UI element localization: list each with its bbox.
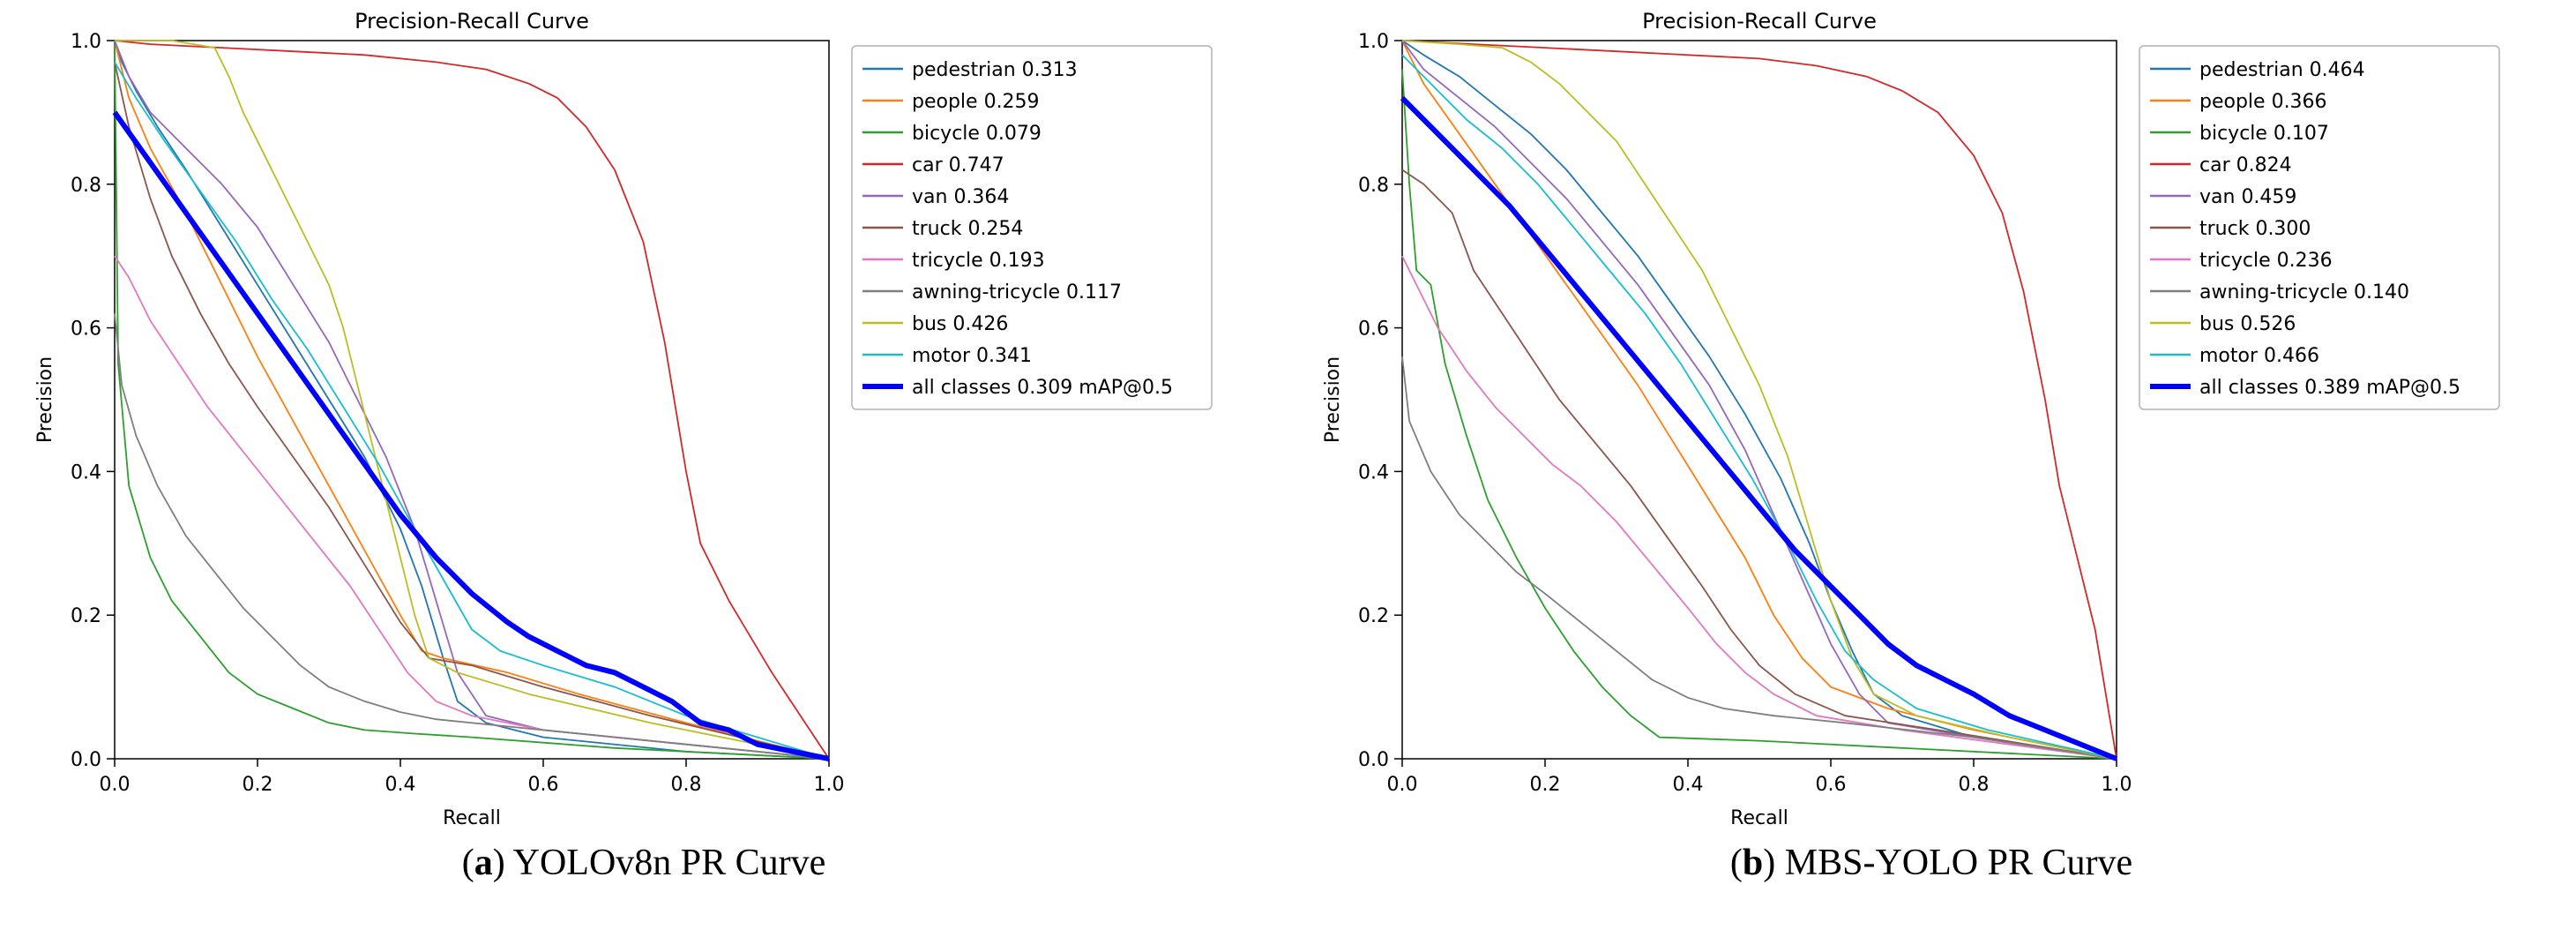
legend-label: awning-tricycle 0.117	[912, 281, 1122, 304]
legend-label: people 0.366	[2199, 91, 2327, 113]
legend-label: pedestrian 0.464	[2199, 59, 2365, 81]
series-line-people	[1401, 40, 2117, 760]
series-line-bicycle	[1401, 69, 2117, 760]
y-tick-label: 0.2	[1358, 605, 1389, 627]
caption-b-letter: b	[1742, 843, 1764, 883]
legend-label: car 0.747	[912, 154, 1004, 176]
pr-chart-yolov8n: 0.0 0.2 0.4 0.6 0.8 1.0 0.0 0.2 0.4 0.6 0.8 1.0 Prec…	[34, 9, 1213, 829]
x-tick-label: 0.2	[1530, 774, 1561, 796]
chart-title: Precision-Recall Curve	[1642, 9, 1877, 34]
y-tick-label: 0.4	[1358, 461, 1389, 483]
series-line-bus	[1401, 40, 2117, 760]
legend-label: truck 0.254	[912, 218, 1023, 240]
x-tick-label: 0.4	[385, 774, 416, 796]
series-line-awning-tricycle	[1401, 356, 2117, 760]
legend-label: car 0.824	[2199, 154, 2292, 176]
series-line-all	[1400, 95, 2118, 761]
x-axis-label: Recall	[443, 807, 501, 829]
legend-label: motor 0.341	[912, 345, 1032, 367]
legend-label: all classes 0.309 mAP@0.5	[912, 377, 1173, 399]
caption-b-close: )	[1763, 843, 1776, 883]
x-tick-label: 0.8	[671, 774, 702, 796]
x-tick-label: 0.6	[528, 774, 559, 796]
series-line-pedestrian	[1401, 40, 2117, 760]
series-line-people	[114, 40, 830, 760]
legend-label: all classes 0.389 mAP@0.5	[2199, 377, 2460, 399]
series-line-motor	[1401, 54, 2117, 760]
legend-label: bus 0.526	[2199, 313, 2296, 335]
x-tick-label: 0.0	[100, 774, 131, 796]
legend-label: van 0.364	[912, 186, 1009, 208]
x-tick-label: 0.2	[243, 774, 273, 796]
caption-a-letter: a	[474, 843, 493, 883]
series-line-van	[114, 40, 830, 760]
legend-label: bicycle 0.107	[2199, 123, 2329, 145]
x-tick-label: 0.0	[1387, 774, 1418, 796]
x-tick-label: 1.0	[2102, 774, 2132, 796]
legend-label: awning-tricycle 0.140	[2199, 281, 2409, 304]
legend-label: people 0.259	[912, 91, 1040, 113]
x-tick-label: 0.6	[1816, 774, 1847, 796]
series-line-tricycle	[1401, 255, 2117, 760]
caption-b: (b) MBS-YOLO PR Curve	[1730, 842, 2132, 884]
series-line-bus	[115, 40, 830, 760]
y-tick-label: 0.6	[1358, 319, 1389, 341]
legend-label: truck 0.300	[2199, 218, 2311, 240]
series-line-all	[112, 110, 830, 761]
legend-box	[2139, 45, 2500, 410]
series-line-truck	[114, 62, 830, 760]
series-line-car	[114, 40, 830, 760]
y-tick-label: 1.0	[71, 31, 101, 53]
y-tick-label: 0.0	[71, 749, 101, 771]
legend-label: pedestrian 0.313	[912, 59, 1078, 81]
x-tick-label: 0.4	[1673, 774, 1704, 796]
legend-label: bus 0.426	[912, 313, 1008, 335]
panel-b: 0.0 0.2 0.4 0.6 0.8 1.0 0.0 0.2 0.4 0.6 0.8 1.0 Prec…	[1288, 0, 2575, 937]
y-tick-label: 0.2	[71, 605, 101, 627]
caption-a-close: )	[492, 843, 505, 883]
legend-label: motor 0.466	[2199, 345, 2319, 367]
series-line-car	[1401, 40, 2117, 760]
y-tick-label: 0.0	[1358, 749, 1389, 771]
legend-label: van 0.459	[2199, 186, 2296, 208]
caption-a-text: YOLOv8n PR Curve	[504, 843, 826, 883]
series-line-van	[1401, 40, 2117, 760]
caption-a: (a) YOLOv8n PR Curve	[462, 842, 826, 884]
legend-label: bicycle 0.079	[912, 123, 1042, 145]
y-tick-label: 0.8	[1358, 175, 1389, 197]
pr-chart-mbs-yolo: 0.0 0.2 0.4 0.6 0.8 1.0 0.0 0.2 0.4 0.6 0.8 1.0 Prec…	[1322, 9, 2500, 829]
y-tick-label: 1.0	[1358, 31, 1389, 53]
y-axis-label: Precision	[1322, 356, 1344, 443]
series-line-motor	[114, 61, 830, 760]
legend-label: tricycle 0.193	[912, 250, 1045, 272]
x-tick-label: 1.0	[814, 774, 845, 796]
legend-label: tricycle 0.236	[2199, 250, 2333, 272]
y-tick-label: 0.4	[71, 461, 101, 483]
x-tick-label: 0.8	[1959, 774, 1990, 796]
y-tick-label: 0.8	[71, 175, 101, 197]
caption-a-open: (	[461, 843, 474, 883]
series-line-truck	[1401, 169, 2117, 760]
series-line-awning-tricycle	[114, 313, 830, 760]
y-axis-label: Precision	[34, 356, 56, 443]
series-line-bicycle	[114, 40, 830, 760]
caption-b-open: (	[1729, 843, 1743, 883]
legend-box	[851, 45, 1213, 410]
chart-title: Precision-Recall Curve	[355, 9, 589, 34]
plot-border	[114, 40, 830, 760]
x-axis-label: Recall	[1730, 807, 1788, 829]
series-line-tricycle	[114, 255, 830, 760]
y-tick-label: 0.6	[71, 319, 101, 341]
plot-border	[1401, 40, 2117, 760]
series-line-pedestrian	[114, 40, 830, 760]
panel-a: 0.0 0.2 0.4 0.6 0.8 1.0 0.0 0.2 0.4 0.6 0.8 1.0 Prec…	[34, 9, 1213, 884]
caption-b-text: MBS-YOLO PR Curve	[1775, 843, 2133, 883]
